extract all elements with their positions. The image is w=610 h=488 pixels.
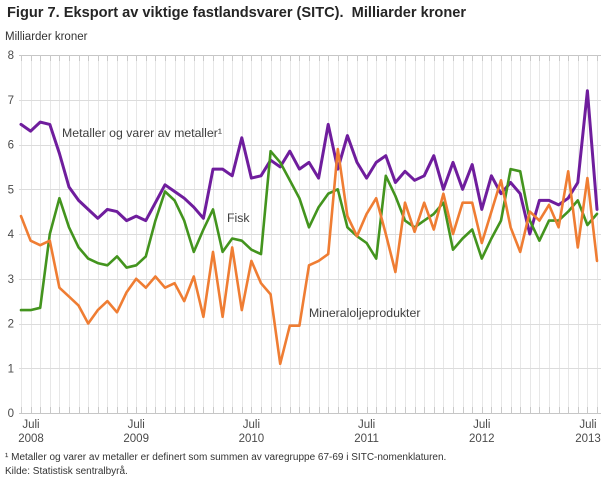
x-axis-tick-label-month: Juli [579,419,596,431]
y-axis-tick-label: 8 [8,50,14,62]
y-axis-tick-label: 5 [8,184,14,196]
series-line [19,89,599,236]
series-label: Fisk [227,211,250,225]
series-label: Mineraloljeprodukter [309,306,420,320]
x-axis-tick-label-month: Juli [22,419,39,431]
x-axis-tick-label-year: 2010 [239,433,265,445]
y-axis-tick-label: 6 [8,140,14,152]
x-axis-tick-label-year: 2013 [575,433,601,445]
x-axis-tick-label-month: Juli [128,419,145,431]
y-axis-tick-label: 0 [8,408,14,420]
series-line [19,147,599,366]
footnote-definition: ¹ Metaller og varer av metaller er defin… [5,452,447,463]
y-axis-unit-label: Milliarder kroner [5,31,88,43]
x-axis-tick-label-year: 2011 [354,433,379,445]
footnote-source: Kilde: Statistisk sentralbyrå. [5,466,128,477]
y-axis-tick-label: 4 [8,229,15,241]
chart-title: Figur 7. Eksport av viktige fastlandsvar… [7,5,467,21]
y-axis-tick-label: 2 [8,319,14,331]
x-axis-tick-label-month: Juli [243,419,260,431]
y-axis-tick-label: 1 [8,363,14,375]
series-label: Metaller og varer av metaller¹ [62,126,222,140]
footnotes: ¹ Metaller og varer av metaller er defin… [5,451,605,479]
x-axis-tick-label-month: Juli [473,419,490,431]
series-line [19,149,599,312]
x-axis-tick-label-year: 2009 [123,433,149,445]
x-axis-tick-label-year: 2008 [18,433,44,445]
x-axis-tick-label-year: 2012 [469,433,495,445]
y-axis-tick-label: 3 [8,274,14,286]
x-axis-tick-label-month: Juli [358,419,375,431]
y-axis-tick-label: 7 [8,95,14,107]
